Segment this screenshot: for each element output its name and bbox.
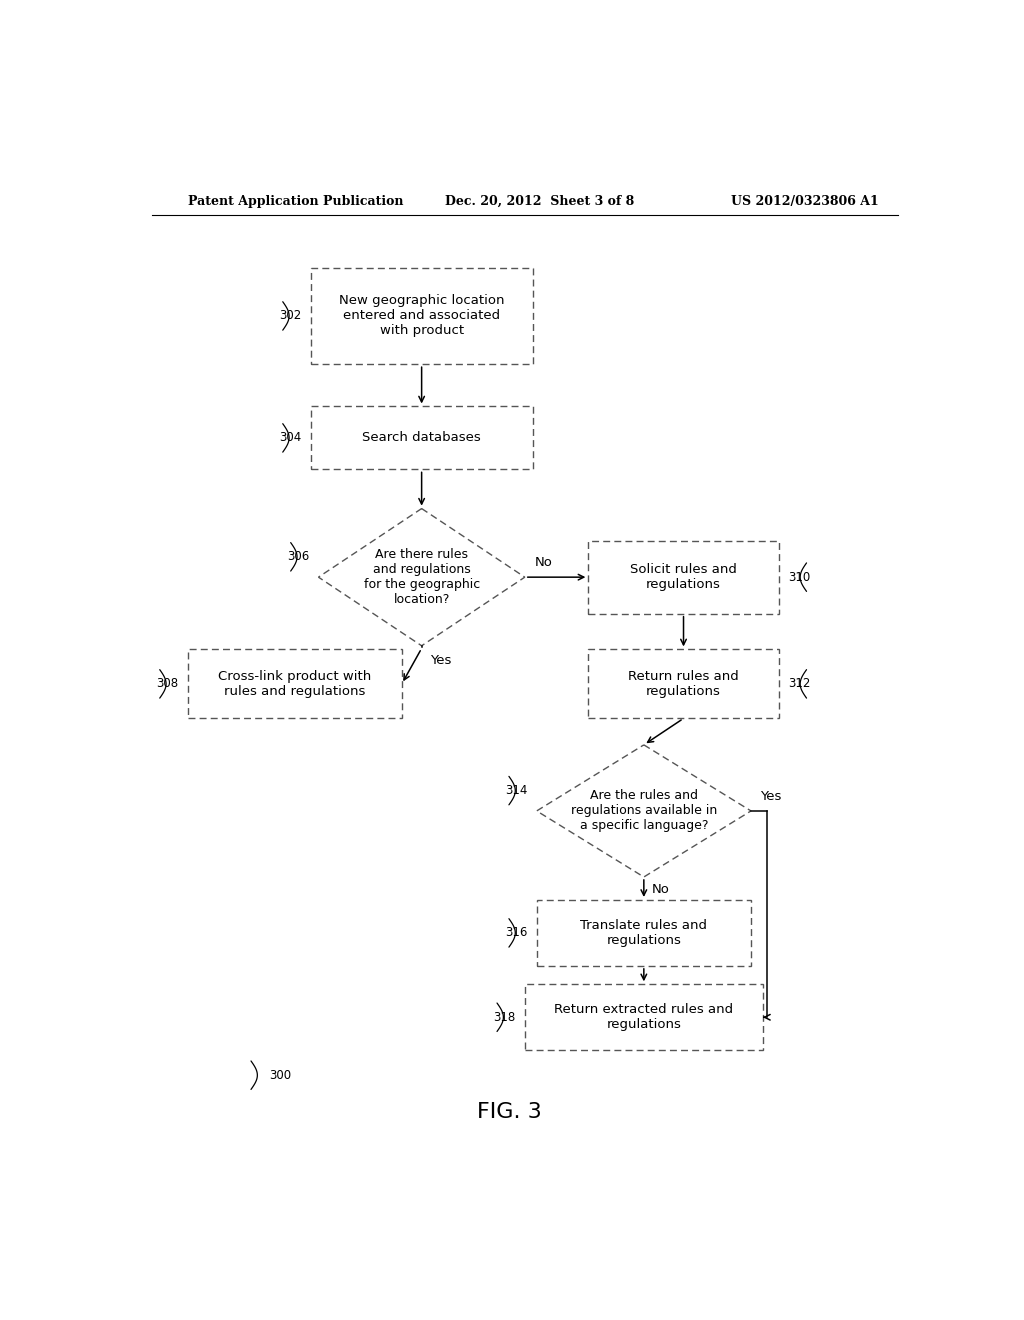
Text: Cross-link product with
rules and regulations: Cross-link product with rules and regula… bbox=[218, 669, 372, 698]
Text: Are the rules and
regulations available in
a specific language?: Are the rules and regulations available … bbox=[570, 789, 717, 833]
Polygon shape bbox=[537, 744, 751, 876]
Text: FIG. 3: FIG. 3 bbox=[476, 1102, 542, 1122]
Text: No: No bbox=[652, 883, 670, 896]
Text: 304: 304 bbox=[279, 432, 301, 445]
Text: 300: 300 bbox=[269, 1069, 292, 1081]
Text: New geographic location
entered and associated
with product: New geographic location entered and asso… bbox=[339, 294, 505, 338]
Text: Are there rules
and regulations
for the geographic
location?: Are there rules and regulations for the … bbox=[364, 548, 480, 606]
Text: Return extracted rules and
regulations: Return extracted rules and regulations bbox=[554, 1003, 733, 1031]
Text: US 2012/0323806 A1: US 2012/0323806 A1 bbox=[731, 194, 879, 207]
Text: Patent Application Publication: Patent Application Publication bbox=[187, 194, 403, 207]
Text: 306: 306 bbox=[287, 550, 309, 564]
FancyBboxPatch shape bbox=[537, 900, 751, 966]
FancyBboxPatch shape bbox=[310, 407, 532, 470]
Text: Solicit rules and
regulations: Solicit rules and regulations bbox=[630, 564, 737, 591]
Text: 314: 314 bbox=[505, 784, 527, 797]
Text: Dec. 20, 2012  Sheet 3 of 8: Dec. 20, 2012 Sheet 3 of 8 bbox=[445, 194, 635, 207]
Text: 312: 312 bbox=[788, 677, 811, 690]
FancyBboxPatch shape bbox=[588, 649, 778, 718]
Text: 318: 318 bbox=[493, 1011, 515, 1024]
Text: Return rules and
regulations: Return rules and regulations bbox=[628, 669, 739, 698]
Text: No: No bbox=[535, 556, 552, 569]
Text: 316: 316 bbox=[505, 927, 527, 940]
FancyBboxPatch shape bbox=[187, 649, 401, 718]
Text: Yes: Yes bbox=[761, 789, 782, 803]
Text: 308: 308 bbox=[156, 677, 178, 690]
Text: Search databases: Search databases bbox=[362, 432, 481, 445]
Text: Yes: Yes bbox=[430, 653, 451, 667]
FancyBboxPatch shape bbox=[588, 541, 778, 614]
Text: 310: 310 bbox=[788, 570, 811, 583]
Polygon shape bbox=[318, 508, 524, 645]
Text: 302: 302 bbox=[279, 309, 301, 322]
FancyBboxPatch shape bbox=[524, 985, 763, 1051]
FancyBboxPatch shape bbox=[310, 268, 532, 364]
Text: Translate rules and
regulations: Translate rules and regulations bbox=[581, 919, 708, 946]
